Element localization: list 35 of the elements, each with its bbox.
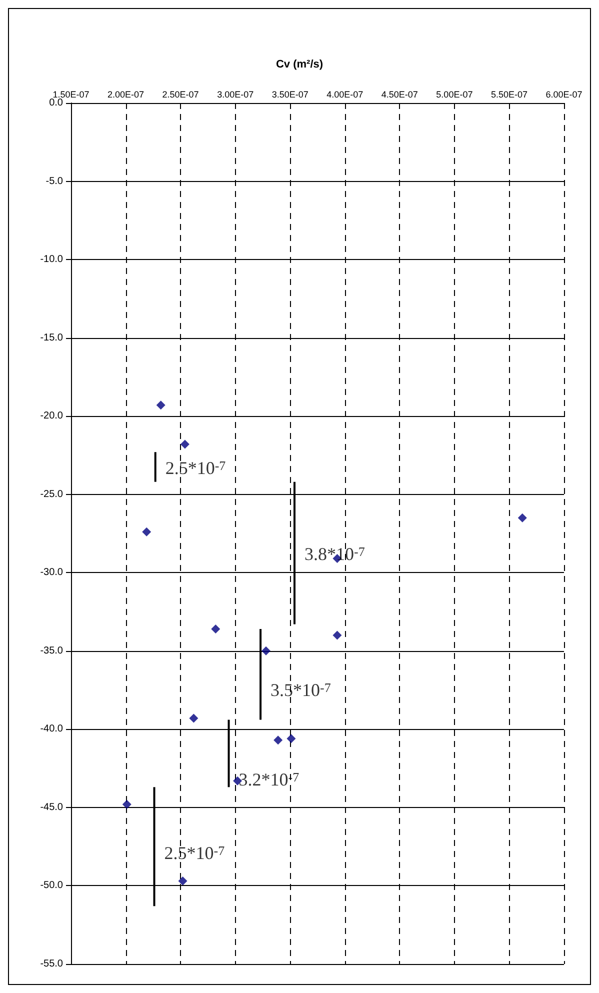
point	[180, 440, 190, 449]
x-tick-label: 2.00E-07	[108, 90, 144, 100]
point	[156, 400, 166, 410]
y-tick-label: -50.0	[40, 880, 64, 892]
y-tick-label: -40.0	[40, 724, 64, 735]
point	[211, 624, 220, 634]
x-tick-label: 2.50E-07	[162, 90, 199, 100]
x-tick-label: 4.50E-07	[381, 90, 418, 100]
y-tick-label: -5.0	[46, 176, 64, 187]
y-tick-label: -10.0	[40, 254, 64, 266]
chart-title: Cv (m²/s)	[276, 58, 324, 70]
x-tick-label: 6.00E-07	[546, 90, 582, 100]
point	[122, 800, 132, 809]
x-tick-label: 4.00E-07	[326, 90, 364, 100]
y-tick-label: -25.0	[40, 488, 64, 500]
y-tick-label: -55.0	[40, 958, 64, 970]
x-tick-label: 1.50E-07	[52, 90, 90, 100]
point	[518, 513, 527, 522]
x-tick-label: 3.50E-07	[272, 90, 308, 100]
y-tick-label: -45.0	[40, 802, 64, 813]
point	[142, 527, 152, 536]
x-tick-label: 3.00E-07	[217, 90, 254, 100]
point	[189, 714, 198, 723]
y-tick-label: -30.0	[40, 567, 64, 578]
x-tick-label: 5.00E-07	[436, 90, 473, 100]
y-tick-label: -20.0	[40, 410, 64, 422]
y-tick-label: -35.0	[40, 645, 64, 656]
point	[262, 646, 271, 656]
y-tick-label: -15.0	[40, 332, 64, 344]
point	[286, 734, 296, 744]
point	[274, 736, 283, 745]
y-tick-label: 0.0	[49, 98, 64, 108]
x-tick-label: 5.50E-07	[490, 90, 528, 100]
point	[178, 876, 188, 886]
point	[332, 630, 342, 640]
